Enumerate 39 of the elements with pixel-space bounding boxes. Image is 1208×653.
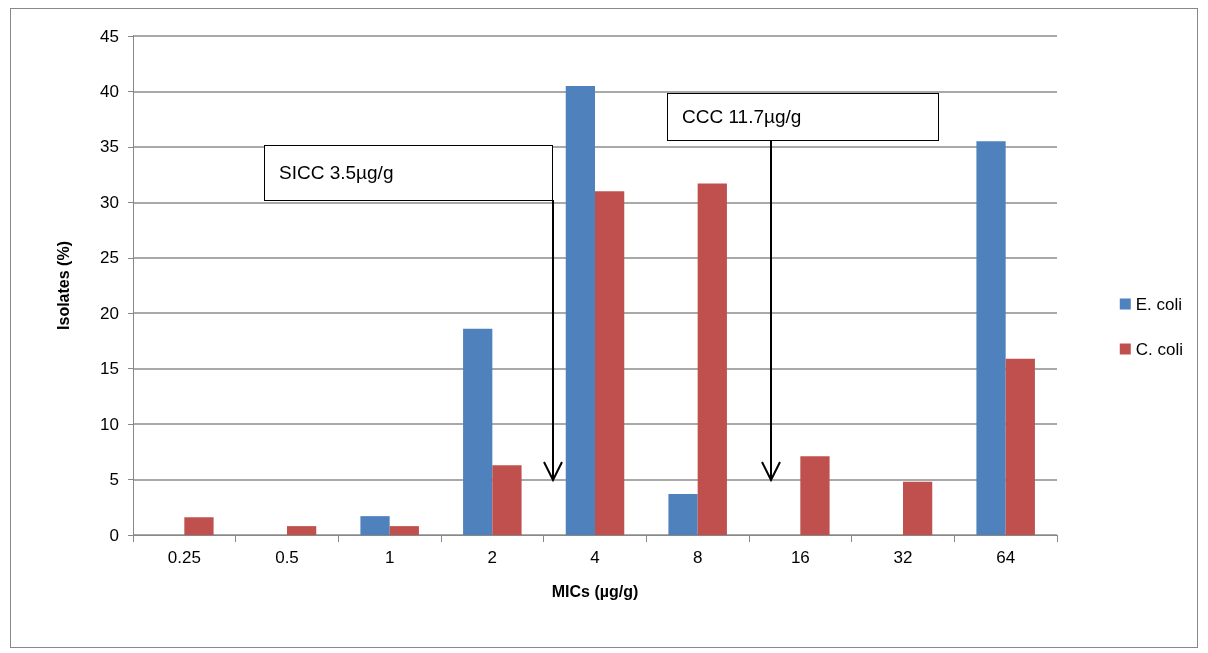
y-axis-title: Isolates (%) [54,241,72,330]
x-tick-label: 64 [996,548,1016,567]
bar [595,191,625,535]
y-tick-label: 30 [100,192,119,212]
x-tick-label: 2 [487,548,498,567]
x-tick-label: 1 [384,548,395,567]
bar [389,526,419,535]
x-axis-title: MICs (µg/g) [551,582,639,600]
bar [492,465,522,535]
text-box: CCC 11.7µg/g [667,93,939,141]
y-tick-label: 35 [100,137,119,157]
y-tick-label: 10 [100,414,119,434]
x-tick-label: 0.25 [167,548,201,567]
bar [565,85,595,535]
bar [287,526,317,535]
y-tick-label: 40 [100,81,119,101]
x-tick-label: 16 [790,548,810,567]
bar [976,141,1006,535]
y-tick-label: 5 [109,470,119,490]
text-box: SICC 3.5µg/g [264,145,553,201]
x-tick-label: 32 [893,548,913,567]
bar [800,456,830,535]
bar [184,517,214,535]
x-tick-label: 0.5 [275,548,299,567]
y-tick-label: 25 [100,248,119,268]
y-tick-label: 45 [100,26,119,46]
legend-label: E. coli [1135,294,1183,314]
y-tick-label: 0 [109,525,119,545]
y-tick-label: 15 [100,359,119,379]
bar [903,481,933,535]
bar [463,328,493,535]
bar [668,493,698,535]
x-tick-label: 4 [590,548,600,567]
bar [697,183,727,535]
legend-label: C. coli [1135,339,1183,359]
x-tick-label: 8 [692,548,703,567]
bar [360,516,390,535]
bar [1005,358,1035,535]
y-tick-label: 20 [100,303,119,323]
